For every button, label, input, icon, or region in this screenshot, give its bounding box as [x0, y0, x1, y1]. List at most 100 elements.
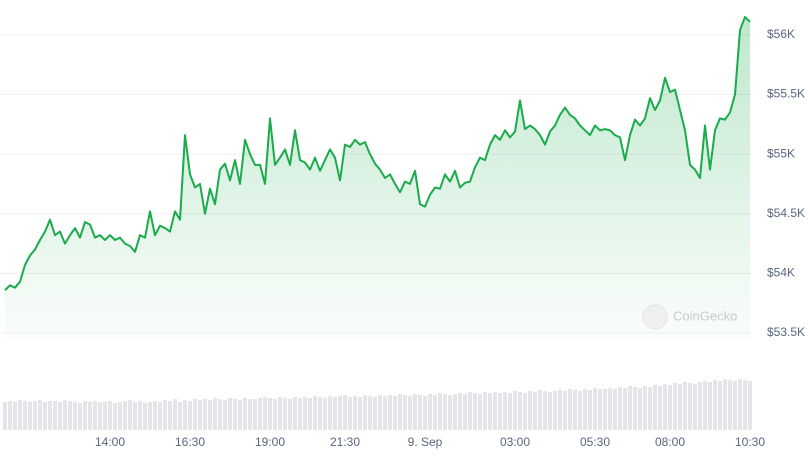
- volume-bar: [323, 398, 327, 430]
- volume-bar: [708, 382, 712, 430]
- volume-bar: [638, 388, 642, 430]
- volume-bar: [228, 398, 232, 430]
- volume-bar: [88, 402, 92, 430]
- volume-bar: [218, 399, 222, 430]
- volume-bar: [133, 402, 137, 430]
- volume-bar: [93, 401, 97, 430]
- volume-bar: [423, 396, 427, 430]
- volume-bar: [603, 389, 607, 430]
- y-tick-label: $54K: [767, 266, 795, 280]
- volume-bar: [453, 394, 457, 430]
- volume-bar: [58, 402, 62, 430]
- volume-bar: [103, 402, 107, 430]
- volume-bar: [448, 395, 452, 430]
- volume-bar: [383, 396, 387, 430]
- volume-bar: [643, 386, 647, 430]
- volume-bar: [388, 395, 392, 430]
- volume-bar: [673, 383, 677, 430]
- volume-bar: [413, 394, 417, 430]
- volume-bar: [668, 385, 672, 430]
- volume-bar: [568, 389, 572, 430]
- volume-bar: [743, 380, 747, 430]
- volume-bar: [483, 392, 487, 430]
- volume-bar: [618, 387, 622, 430]
- volume-bar: [443, 394, 447, 430]
- volume-bar: [63, 400, 67, 430]
- volume-bar: [578, 391, 582, 430]
- volume-bar: [478, 394, 482, 430]
- volume-bar: [83, 401, 87, 430]
- volume-bar: [318, 397, 322, 430]
- volume-bar: [588, 390, 592, 430]
- volume-bar: [203, 399, 207, 430]
- volume-bar: [68, 401, 72, 430]
- volume-bar: [263, 397, 267, 430]
- volume-bar: [513, 391, 517, 430]
- volume-bar: [28, 402, 32, 430]
- volume-bar: [273, 399, 277, 430]
- volume-bar: [188, 401, 192, 430]
- volume-bar: [698, 382, 702, 430]
- volume-bar: [358, 397, 362, 430]
- volume-bar: [468, 392, 472, 430]
- y-tick-label: $55.5K: [767, 87, 805, 101]
- volume-bar: [723, 379, 727, 430]
- volume-bar: [288, 399, 292, 430]
- volume-bar: [653, 385, 657, 430]
- volume-bar: [8, 401, 12, 430]
- volume-bar: [33, 401, 37, 430]
- x-tick-label: 9. Sep: [408, 435, 443, 449]
- volume-bar: [593, 388, 597, 430]
- volume-bar: [628, 386, 632, 430]
- volume-bar: [683, 382, 687, 430]
- volume-bar: [573, 390, 577, 430]
- volume-bar: [418, 395, 422, 430]
- volume-bar: [748, 381, 752, 430]
- volume-bar: [508, 393, 512, 430]
- watermark: CoinGecko: [642, 304, 737, 330]
- volume-bar: [258, 398, 262, 430]
- volume-bar: [658, 386, 662, 430]
- volume-bar: [18, 400, 22, 430]
- volume-bar: [373, 397, 377, 430]
- volume-bar: [113, 403, 117, 430]
- volume-bar: [583, 389, 587, 430]
- y-tick-label: $53.5K: [767, 325, 805, 339]
- x-tick-label: 03:00: [500, 435, 530, 449]
- volume-bar: [223, 400, 227, 430]
- volume-bar: [268, 398, 272, 430]
- volume-bar: [343, 395, 347, 430]
- volume-bar: [428, 394, 432, 430]
- volume-bar: [128, 400, 132, 430]
- volume-bar: [368, 396, 372, 430]
- volume-bar: [238, 400, 242, 430]
- volume-bar: [463, 394, 467, 430]
- volume-bar: [108, 401, 112, 430]
- volume-bar: [243, 398, 247, 430]
- volume-bar: [473, 393, 477, 430]
- volume-bar: [233, 399, 237, 430]
- volume-bar: [408, 396, 412, 430]
- volume-bar: [733, 381, 737, 430]
- volume-bar: [433, 395, 437, 430]
- volume-bar: [378, 395, 382, 430]
- volume-bar: [393, 396, 397, 430]
- volume-bar: [498, 393, 502, 430]
- volume-bar: [503, 392, 507, 430]
- volume-bar: [648, 387, 652, 430]
- volume-bar: [303, 397, 307, 430]
- volume-bar: [13, 402, 17, 430]
- volume-bar: [553, 391, 557, 430]
- x-tick-label: 14:00: [95, 435, 125, 449]
- volume-bar: [118, 402, 122, 430]
- volume-bar: [293, 397, 297, 430]
- volume-bar: [663, 384, 667, 430]
- volume-bar: [98, 402, 102, 430]
- volume-bar: [348, 397, 352, 430]
- volume-bar: [213, 398, 217, 430]
- volume-bar: [73, 402, 77, 430]
- volume-bar: [308, 398, 312, 430]
- volume-bar: [43, 402, 47, 430]
- volume-bar: [158, 402, 162, 430]
